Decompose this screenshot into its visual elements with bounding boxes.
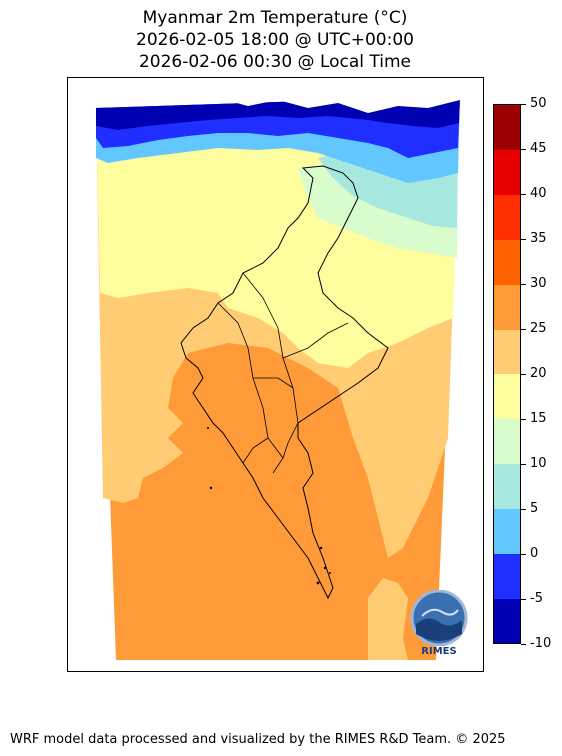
region-20-25-se xyxy=(368,578,408,660)
colorbar-tick xyxy=(521,374,526,375)
colorbar-segment xyxy=(494,374,520,420)
colorbar-tick xyxy=(521,599,526,600)
colorbar-tick-label: 40 xyxy=(530,186,547,201)
colorbar-tick-label: 20 xyxy=(530,366,547,381)
colorbar-segment xyxy=(494,329,520,375)
temperature-map xyxy=(96,88,460,660)
colorbar-tick-label: 25 xyxy=(530,321,547,336)
colorbar-tick xyxy=(521,194,526,195)
colorbar-segment xyxy=(494,239,520,285)
myanmar-border xyxy=(180,165,389,600)
colorbar-tick xyxy=(521,284,526,285)
rimes-logo: RIMES xyxy=(408,589,470,660)
colorbar-tick-label: 5 xyxy=(530,501,539,516)
colorbar-tick-label: -10 xyxy=(530,636,552,651)
colorbar-tick-label: 30 xyxy=(530,276,547,291)
colorbar-tick xyxy=(521,554,526,555)
colorbar-tick xyxy=(521,464,526,465)
colorbar-tick-label: -5 xyxy=(530,591,543,606)
colorbar-tick xyxy=(521,239,526,240)
colorbar-segment xyxy=(494,149,520,196)
colorbar-segment xyxy=(494,553,520,599)
colorbar-segment xyxy=(494,418,520,465)
colorbar-segment xyxy=(494,598,520,644)
colorbar-tick xyxy=(521,419,526,420)
colorbar-tick xyxy=(521,509,526,510)
map-title-line-2: 2026-02-05 18:00 @ UTC+00:00 xyxy=(136,30,414,50)
colorbar-tick-label: 50 xyxy=(530,96,547,111)
colorbar-tick-label: 45 xyxy=(530,141,547,156)
colorbar-tick xyxy=(521,104,526,105)
colorbar-tick-label: 35 xyxy=(530,231,547,246)
rimes-logo-text: RIMES xyxy=(421,646,457,657)
no-data-gap-north xyxy=(128,88,460,113)
colorbar-tick-label: 15 xyxy=(530,411,547,426)
colorbar-tick-label: 10 xyxy=(530,456,547,471)
footer-credit: WRF model data processed and visualized … xyxy=(10,732,506,747)
colorbar-segment xyxy=(494,284,520,330)
coastal-islands xyxy=(207,427,331,585)
colorbar-segment xyxy=(494,194,520,240)
colorbar-tick xyxy=(521,644,526,645)
colorbar-tick xyxy=(521,329,526,330)
colorbar-segment xyxy=(494,463,520,509)
map-panel xyxy=(67,77,484,672)
colorbar-segment xyxy=(494,508,520,554)
map-title-line-3: 2026-02-06 00:30 @ Local Time xyxy=(138,52,412,72)
division-lines xyxy=(217,272,349,474)
colorbar-segment xyxy=(494,105,520,151)
colorbar-tick-label: 0 xyxy=(530,546,539,561)
colorbar-tick xyxy=(521,149,526,150)
rimes-logo-icon xyxy=(410,589,468,647)
colorbar xyxy=(493,104,521,644)
map-title-line-1: Myanmar 2m Temperature (°C) xyxy=(142,8,408,28)
